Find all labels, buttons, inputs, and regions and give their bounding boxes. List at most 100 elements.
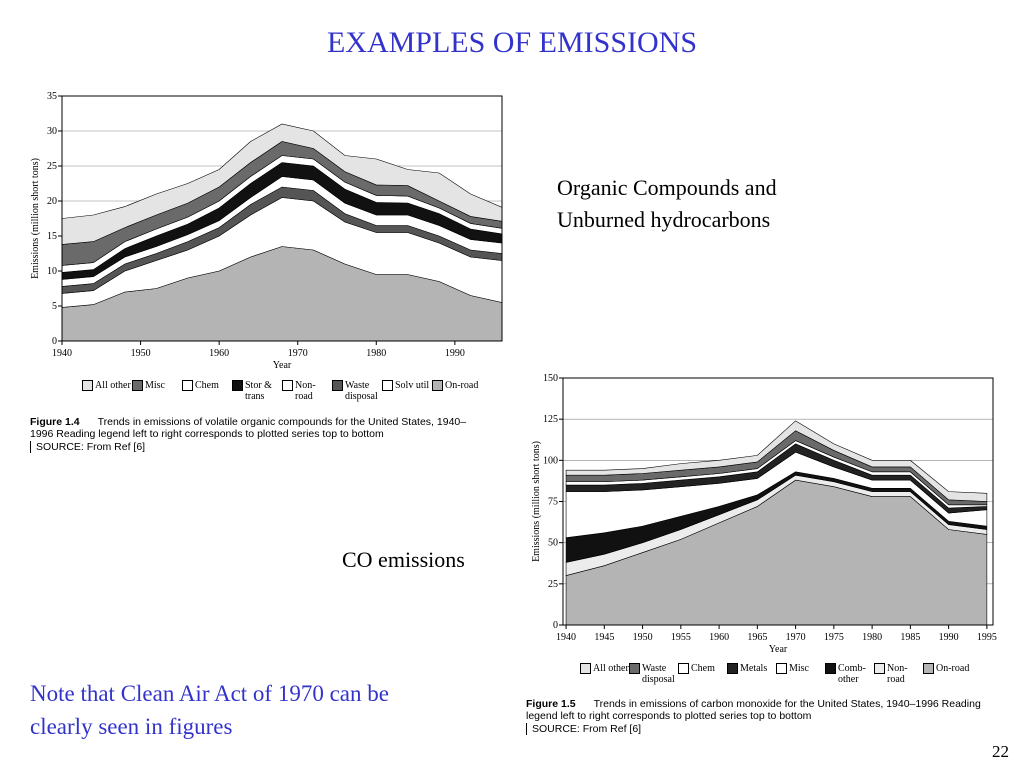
legend-label: Misc <box>789 663 809 674</box>
legend-item: Solv util <box>382 380 432 402</box>
legend-item: Waste disposal <box>629 663 678 685</box>
legend-label: All other <box>593 663 629 674</box>
legend-swatch <box>580 663 591 674</box>
y-tick-label: 125 <box>543 414 558 425</box>
legend-label: Solv util <box>395 380 430 391</box>
x-tick-label: 1945 <box>594 632 614 643</box>
y-tick-label: 20 <box>47 196 57 207</box>
legend-item: All other <box>580 663 629 685</box>
legend-swatch <box>727 663 738 674</box>
x-tick-label: 1985 <box>900 632 920 643</box>
legend-item: Non-road <box>282 380 332 402</box>
x-tick-label: 1980 <box>862 632 882 643</box>
legend-label: Chem <box>195 380 219 391</box>
legend-swatch <box>332 380 343 391</box>
x-tick-label: 1970 <box>786 632 806 643</box>
y-tick-label: 30 <box>47 126 57 137</box>
legend-item: Comb-other <box>825 663 874 685</box>
x-tick-label: 1940 <box>556 632 576 643</box>
x-tick-label: 1955 <box>671 632 691 643</box>
x-tick-label: 1980 <box>366 348 386 359</box>
y-tick-label: 25 <box>548 579 558 590</box>
x-tick-label: 1990 <box>445 348 465 359</box>
x-axis-label: Year <box>769 644 788 655</box>
y-axis-label: Emissions (million short tons) <box>531 441 542 562</box>
x-tick-label: 1960 <box>209 348 229 359</box>
figure-label: Figure 1.5 <box>526 698 576 710</box>
legend-swatch <box>232 380 243 391</box>
caption-text: Trends in emissions of volatile organic … <box>30 416 467 440</box>
legend-item: Waste disposal <box>332 380 382 402</box>
legend-label: Non-road <box>295 380 316 402</box>
legend-swatch <box>182 380 193 391</box>
y-tick-label: 10 <box>47 266 57 277</box>
note: Note that Clean Air Act of 1970 can be c… <box>30 681 389 739</box>
legend-item: All other <box>82 380 132 402</box>
caption-source: SOURCE: From Ref [6] <box>30 441 480 453</box>
x-tick-label: 1960 <box>709 632 729 643</box>
x-tick-label: 1940 <box>52 348 72 359</box>
legend-swatch <box>282 380 293 391</box>
legend-swatch <box>629 663 640 674</box>
legend-swatch <box>432 380 443 391</box>
legend-item: On-road <box>923 663 972 685</box>
y-tick-label: 35 <box>47 91 57 102</box>
legend: All other Waste disposal Chem Metals Misc Com… <box>580 663 972 685</box>
x-tick-label: 1970 <box>288 348 308 359</box>
x-tick-label: 1950 <box>633 632 653 643</box>
legend-item: Stor & trans <box>232 380 282 402</box>
legend-swatch <box>678 663 689 674</box>
legend-swatch <box>874 663 885 674</box>
legend-label: On-road <box>445 380 479 391</box>
legend-swatch <box>382 380 393 391</box>
y-tick-label: 0 <box>553 620 558 631</box>
legend-label: On-road <box>936 663 970 674</box>
y-tick-label: 150 <box>543 373 558 384</box>
y-tick-label: 5 <box>52 301 57 312</box>
area-segment <box>565 420 988 502</box>
legend-label: Waste disposal <box>642 663 675 685</box>
y-tick-label: 100 <box>543 455 558 466</box>
legend-label: Metals <box>740 663 768 674</box>
y-tick-label: 15 <box>47 231 57 242</box>
page-number: 22 <box>992 742 1009 761</box>
caption: Figure 1.5 Trends in emissions of carbon … <box>526 698 986 735</box>
plot-border <box>61 95 503 342</box>
slide-title: EXAMPLES OF EMISSIONS <box>326 26 698 59</box>
x-tick-label: 1990 <box>939 632 959 643</box>
legend-swatch <box>776 663 787 674</box>
y-tick-label: 75 <box>548 497 558 508</box>
caption-source: SOURCE: From Ref [6] <box>526 723 986 735</box>
legend-label: Chem <box>691 663 715 674</box>
legend-label: All other <box>95 380 131 391</box>
x-tick-label: 1950 <box>131 348 151 359</box>
legend-label: Non-road <box>887 663 908 685</box>
legend-label: Misc <box>145 380 165 391</box>
legend-label: Comb-other <box>838 663 866 685</box>
co-label: CO emissions <box>342 547 465 572</box>
x-tick-label: 1995 <box>977 632 997 643</box>
x-tick-label: 1965 <box>747 632 767 643</box>
figure-label: Figure 1.4 <box>30 416 80 428</box>
y-tick-label: 50 <box>548 538 558 549</box>
voc-label: Organic Compounds and Unburned hydrocarb… <box>557 175 777 232</box>
legend-item: On-road <box>432 380 482 402</box>
x-axis-label: Year <box>273 360 292 371</box>
legend-swatch <box>132 380 143 391</box>
y-tick-label: 25 <box>47 161 57 172</box>
legend-label: Stor & trans <box>245 380 272 402</box>
caption: Figure 1.4 Trends in emissions of volatil… <box>30 416 480 453</box>
legend-item: Misc <box>132 380 182 402</box>
legend: All other Misc Chem Stor & trans Non-road Was… <box>82 380 482 402</box>
legend-swatch <box>923 663 934 674</box>
legend-item: Non-road <box>874 663 923 685</box>
legend-item: Chem <box>182 380 232 402</box>
y-tick-label: 0 <box>52 336 57 347</box>
legend-item: Metals <box>727 663 776 685</box>
legend-swatch <box>82 380 93 391</box>
x-tick-label: 1975 <box>824 632 844 643</box>
y-axis-label: Emissions (million short tons) <box>30 158 41 279</box>
legend-item: Chem <box>678 663 727 685</box>
legend-label: Waste disposal <box>345 380 378 402</box>
